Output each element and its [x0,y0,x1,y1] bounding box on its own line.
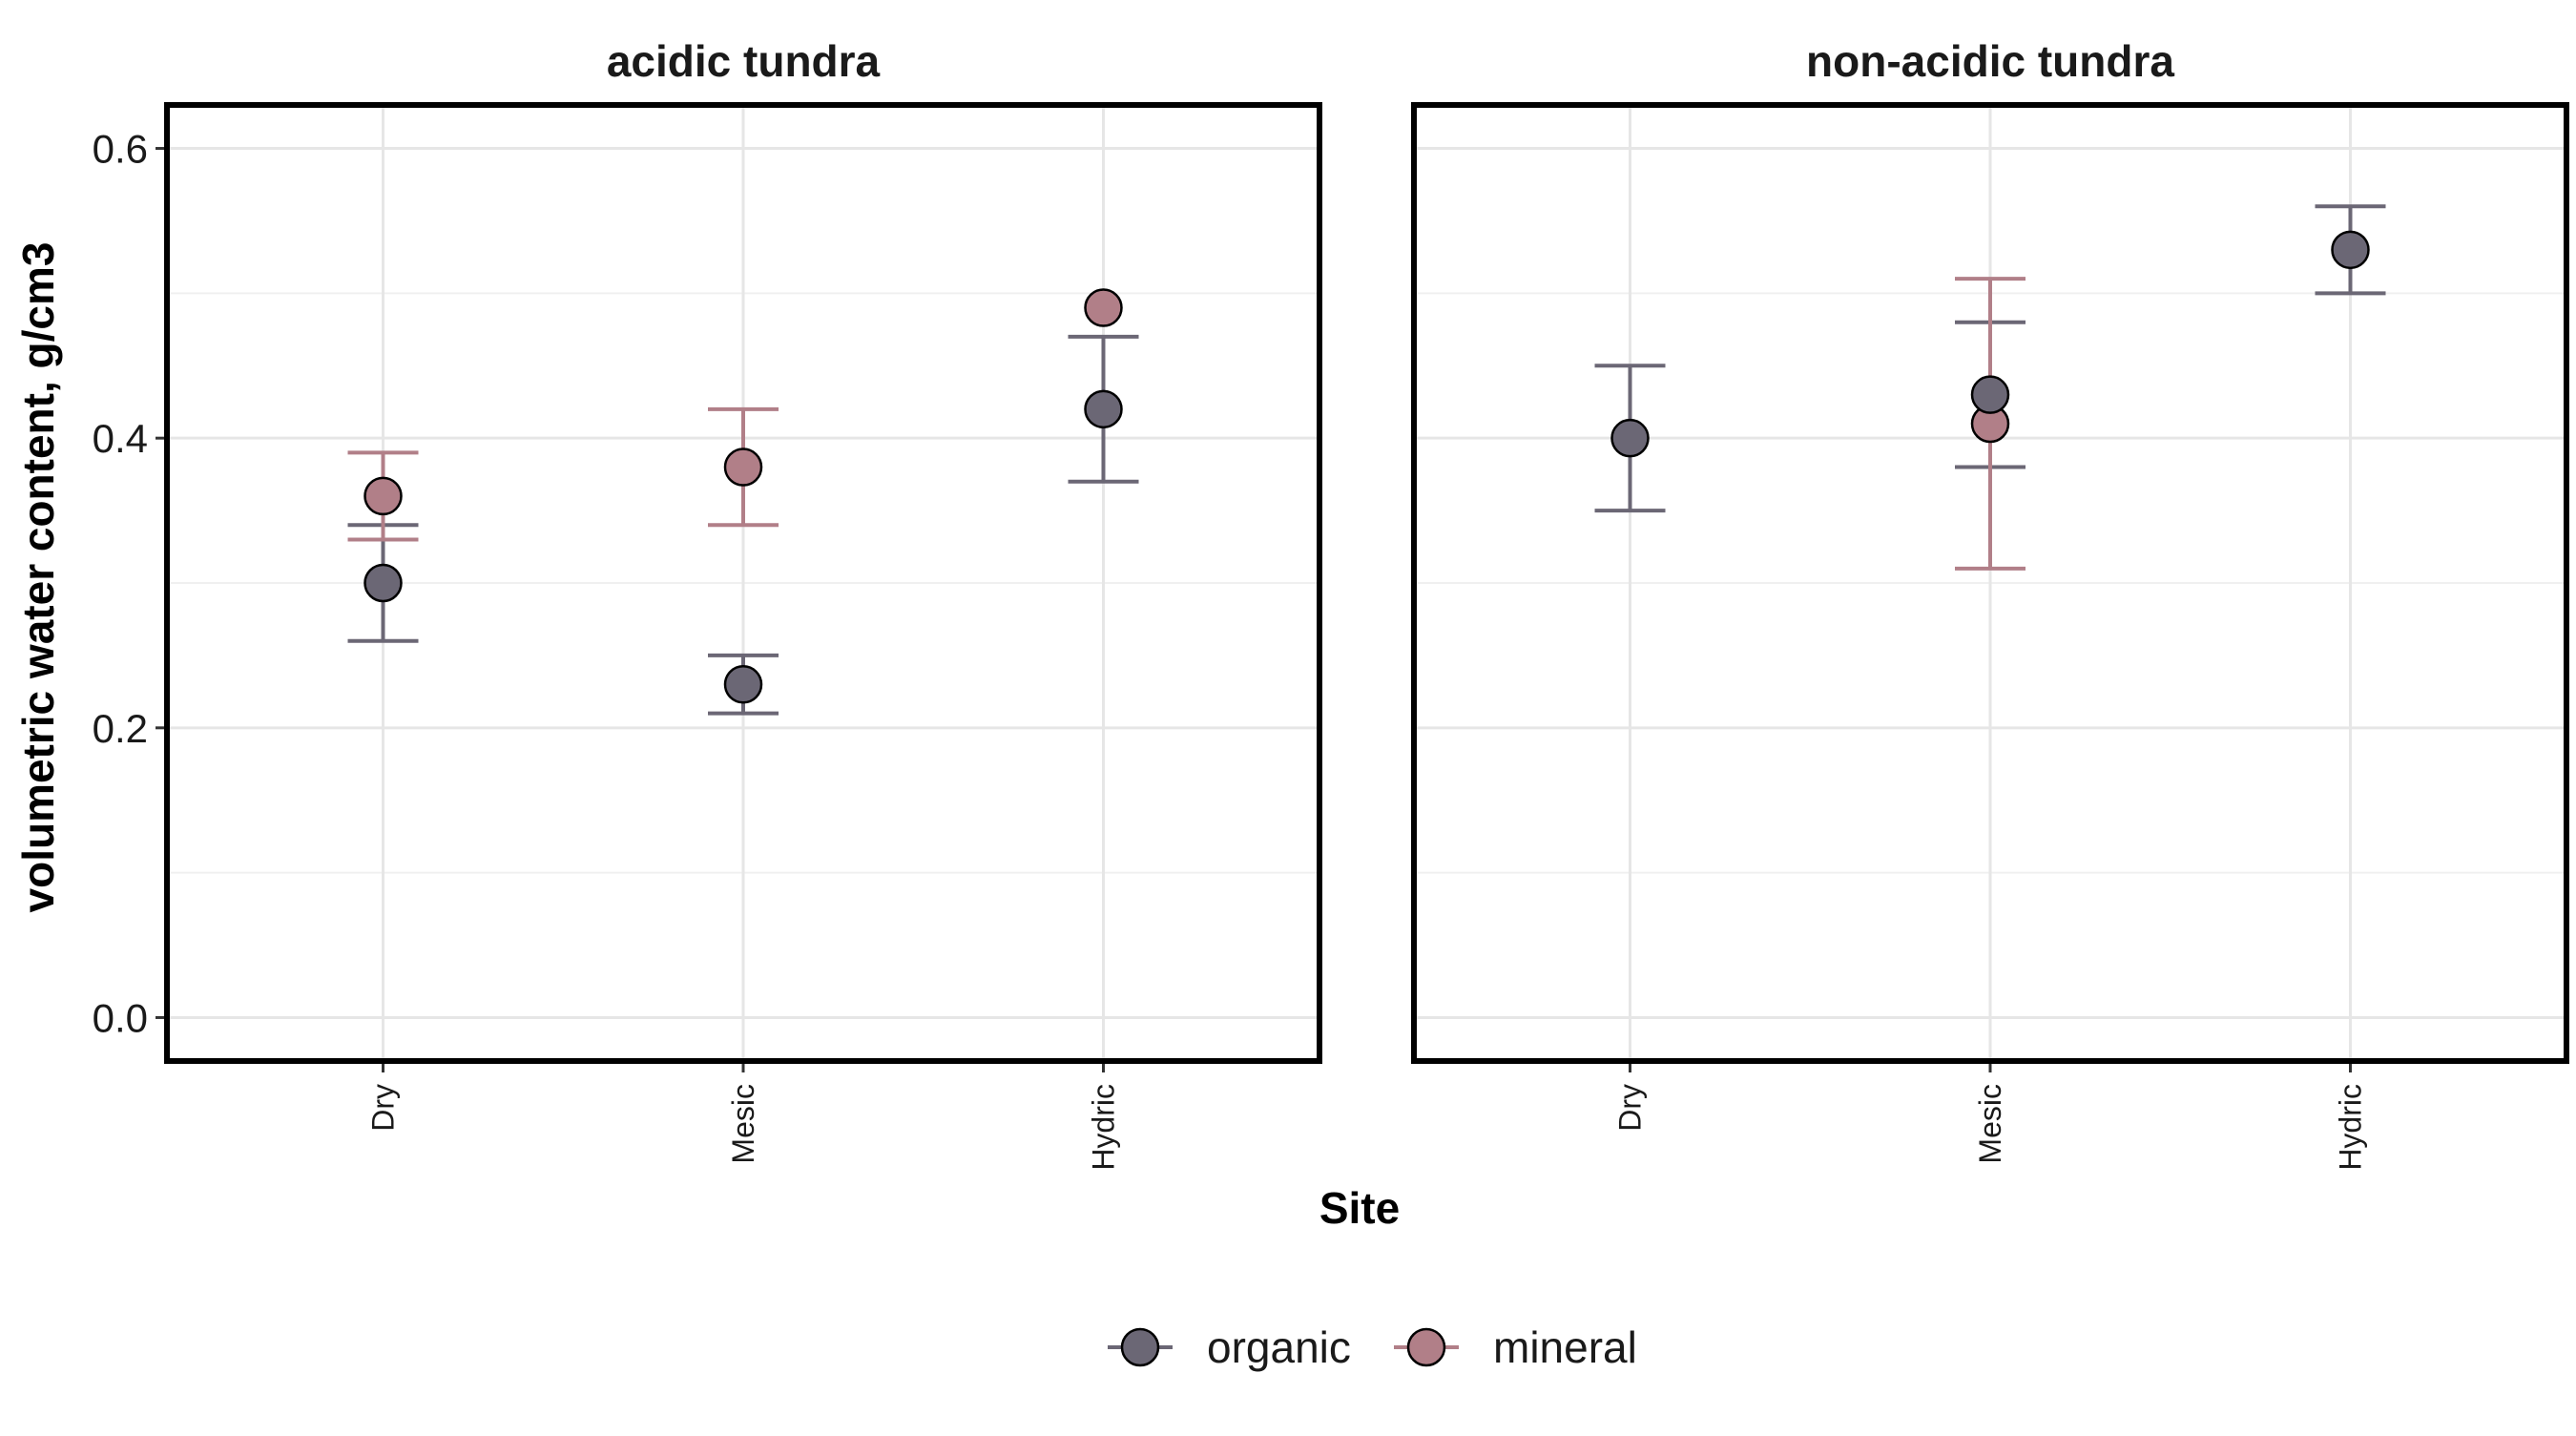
x-tick-label: Mesic [1973,1084,2007,1164]
x-axis-title: Site [1319,1183,1400,1233]
panel-acidic-tundra: acidic tundra 0.0 0.2 0.4 0.6 Dry Mesic Hydric [93,36,1322,1171]
point-organic-hydric [2331,230,2370,270]
y-tick-label: 0.2 [93,706,148,751]
panel-title: non-acidic tundra [1806,36,2174,86]
x-tick-label: Hydric [2334,1084,2368,1171]
point-organic-dry [1610,418,1650,458]
x-tick-label: Mesic [726,1084,760,1164]
point-mineral-mesic [723,447,763,487]
y-tick-label: 0.0 [93,995,148,1040]
panel-border [164,102,1322,1064]
legend: organic mineral [1108,1322,1637,1372]
y-tick-label: 0.4 [93,416,148,461]
point-mineral-dry [364,476,403,516]
legend-label: mineral [1493,1322,1637,1372]
y-tick-label: 0.6 [93,127,148,172]
point-organic-dry [364,563,403,603]
panel-border [1411,102,2569,1064]
x-tick-label: Dry [366,1084,401,1132]
legend-item-mineral: mineral [1394,1322,1637,1372]
legend-key-point [1406,1327,1446,1367]
x-tick-label: Dry [1613,1084,1648,1132]
y-axis-title: volumetric water content, g/cm3 [13,242,63,913]
point-organic-mesic [723,665,763,704]
panel-non-acidic-tundra: non-acidic tundra Dry Mesic Hydric [1411,36,2569,1171]
point-organic-mesic [1970,375,2010,414]
legend-key-point [1120,1327,1160,1367]
legend-label: organic [1207,1322,1351,1372]
legend-item-organic: organic [1108,1322,1351,1372]
x-tick-label: Hydric [1087,1084,1121,1171]
panel-title: acidic tundra [607,36,881,86]
axis-layer: Site volumetric water content, g/cm3 [13,242,1400,1233]
point-mineral-hydric [1084,288,1123,327]
point-organic-hydric [1084,389,1123,429]
